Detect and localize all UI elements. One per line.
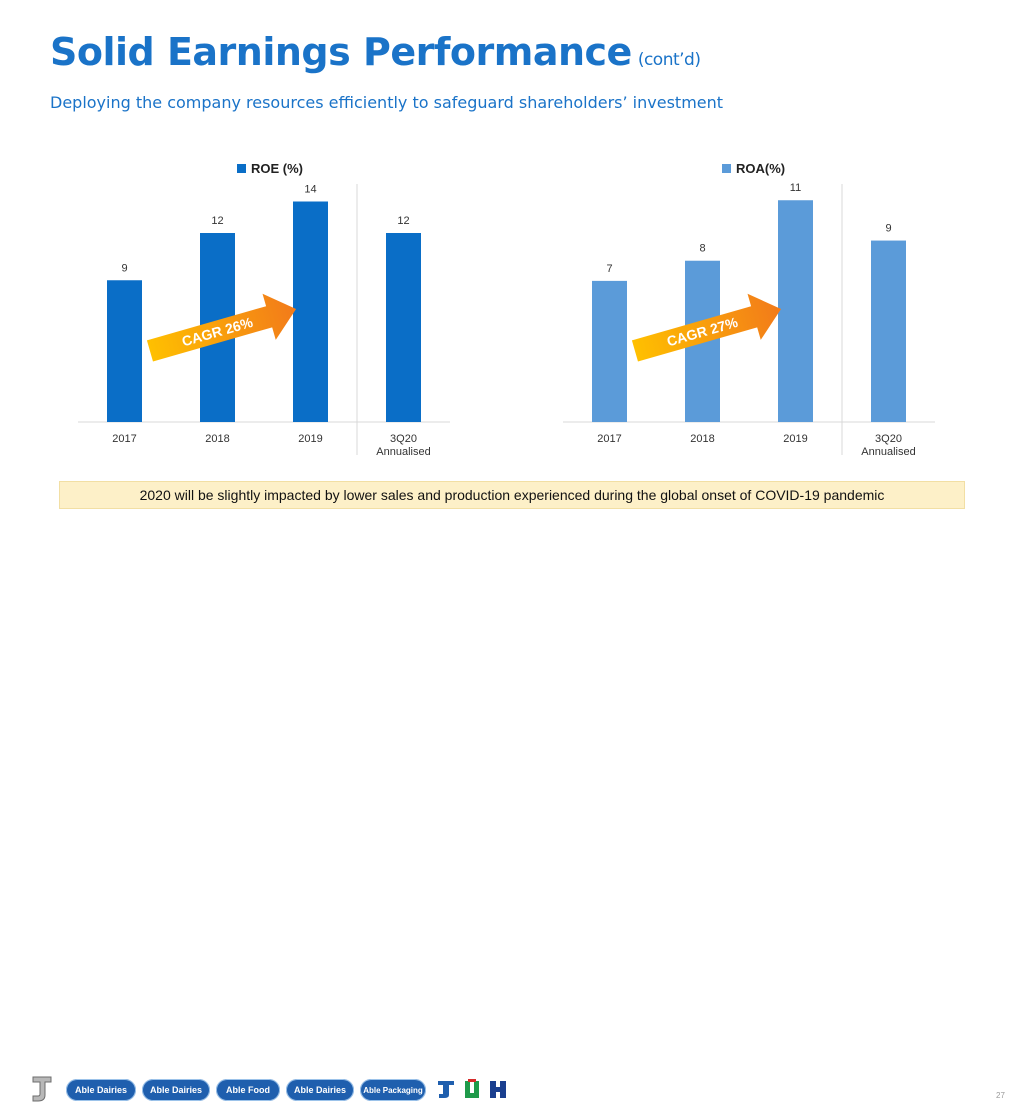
brand-logo-able-dairies-3: Able Dairies: [286, 1079, 354, 1101]
roe-chart: ROE (%) 9 2017 12 2018 14 2019 12 3Q20 Annualised…: [78, 161, 450, 458]
roe-data-label-1: 12: [211, 215, 223, 227]
roa-data-label-2: 11: [790, 182, 801, 194]
slide-title-text: Solid Earnings Performance: [50, 30, 632, 74]
roa-bar-0: [592, 280, 627, 422]
roa-tick-label-1: 2018: [690, 433, 714, 445]
mini-logo-blue-icon: [438, 1081, 454, 1098]
roe-legend-swatch: [237, 164, 246, 173]
mini-logo-navy-icon: [490, 1081, 506, 1098]
slide-title: Solid Earnings Performance (cont’d): [50, 30, 701, 74]
brand-logo-able-dairies: Able Dairies: [66, 1079, 136, 1101]
roe-tick-label-2: 2019: [298, 433, 322, 445]
roa-data-label-3: 9: [885, 223, 891, 235]
roa-cagr-arrow-shape: [631, 293, 782, 362]
company-j-logo-icon: [32, 1076, 52, 1102]
brand-logo-able-packaging: Able Packaging: [360, 1079, 426, 1101]
roe-bar-3: [386, 233, 421, 422]
roa-tick-label-3: 3Q20 Annualised: [861, 433, 915, 458]
roe-data-label-3: 12: [397, 215, 409, 227]
roa-legend-label: ROA(%): [736, 161, 785, 176]
footer-logos: Able Dairies Able Dairies Able Food Able…: [0, 535, 1024, 1102]
roe-legend: ROE (%): [237, 161, 303, 176]
slide-subtitle: Deploying the company resources efficien…: [50, 93, 724, 112]
roe-tick-label-3: 3Q20 Annualised: [376, 433, 430, 458]
roa-bar-2: [778, 200, 813, 422]
roe-bar-2: [293, 201, 328, 422]
roe-legend-label: ROE (%): [251, 161, 303, 176]
brand-logo-able-food: Able Food: [216, 1079, 280, 1101]
roe-bar-0: [107, 280, 142, 422]
roe-data-label-0: 9: [121, 262, 127, 274]
roa-tick-label-2: 2019: [783, 433, 807, 445]
page-number: 27: [996, 1091, 1005, 1100]
roe-tick-label-0: 2017: [112, 433, 136, 445]
roe-tick-label-1: 2018: [205, 433, 229, 445]
roe-data-label-2: 14: [304, 184, 316, 196]
roe-cagr-arrow-shape: [146, 293, 297, 362]
roa-legend: ROA(%): [722, 161, 785, 176]
roa-data-label-0: 7: [606, 263, 612, 275]
covid-impact-note: 2020 will be slightly impacted by lower …: [59, 481, 965, 509]
roa-legend-swatch: [722, 164, 731, 173]
slide-title-suffix: (cont’d): [637, 50, 701, 70]
roa-data-label-1: 8: [699, 243, 705, 255]
brand-logo-able-dairies-2: Able Dairies: [142, 1079, 210, 1101]
mini-logo-green-icon: [465, 1079, 479, 1098]
roa-tick-label-0: 2017: [597, 433, 621, 445]
roa-bar-3: [871, 240, 906, 422]
